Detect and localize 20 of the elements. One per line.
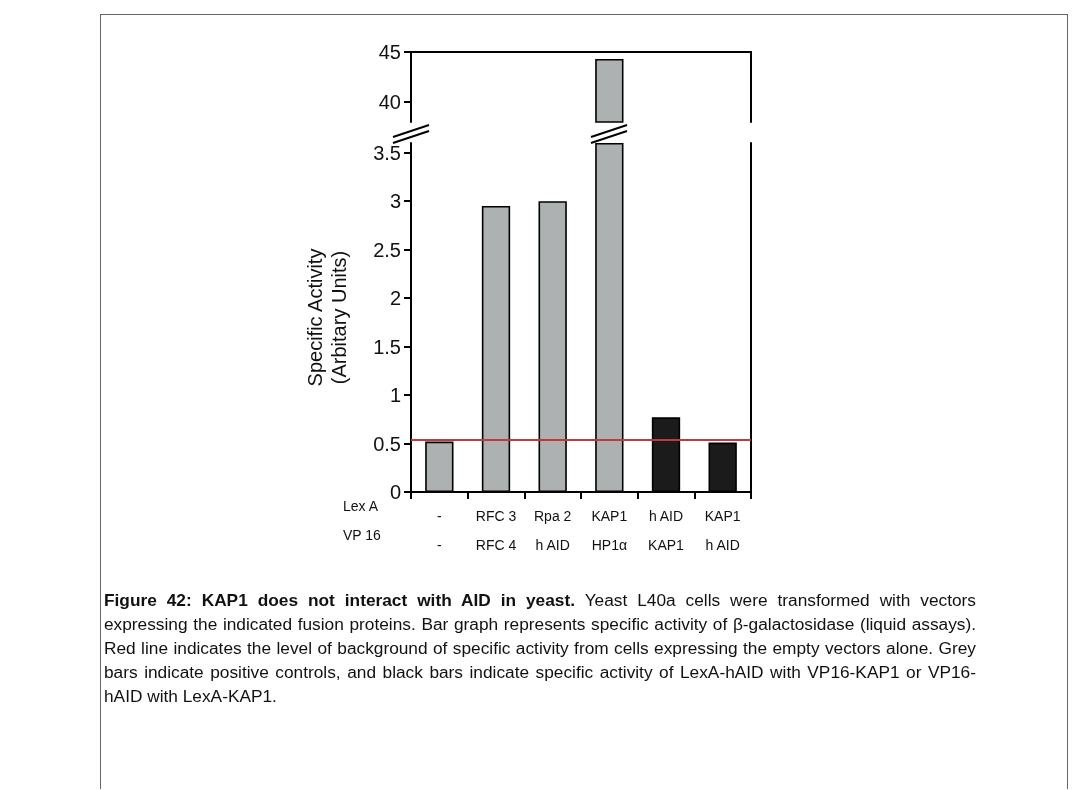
y-tick-label: 3 (389, 190, 401, 213)
y-tick-label: 3.5 (373, 141, 401, 164)
x-tick-label: KAP1 HP1α (591, 507, 628, 553)
y-tick-label: 2.5 (373, 238, 401, 261)
x-tick-label: Rpa 2 h AID (533, 507, 572, 553)
y-axis-title: Specific Activity (Arbitary Units) (304, 248, 350, 387)
x-tick-label: - - (437, 507, 442, 553)
text: Lex A (343, 498, 379, 514)
text: VP 16 (343, 527, 382, 543)
y-tick-label: 45 (378, 41, 401, 63)
y-tick-label: 1.5 (373, 335, 401, 358)
y-tick-label: 0 (389, 481, 401, 503)
x-tick-label: RFC 3 RFC 4 (475, 507, 517, 553)
x-tick-label: KAP1 h AID (704, 507, 741, 553)
y-tick-label: 40 (378, 91, 401, 113)
caption: Figure 42: KAP1 does not interact with AID in yeast. (104, 590, 576, 610)
y-tick-label: 2 (389, 287, 401, 310)
x-tick-label: h AID KAP1 (648, 507, 685, 553)
y-tick-label: 0.5 (373, 432, 401, 455)
y-tick-label: 1 (389, 384, 401, 407)
